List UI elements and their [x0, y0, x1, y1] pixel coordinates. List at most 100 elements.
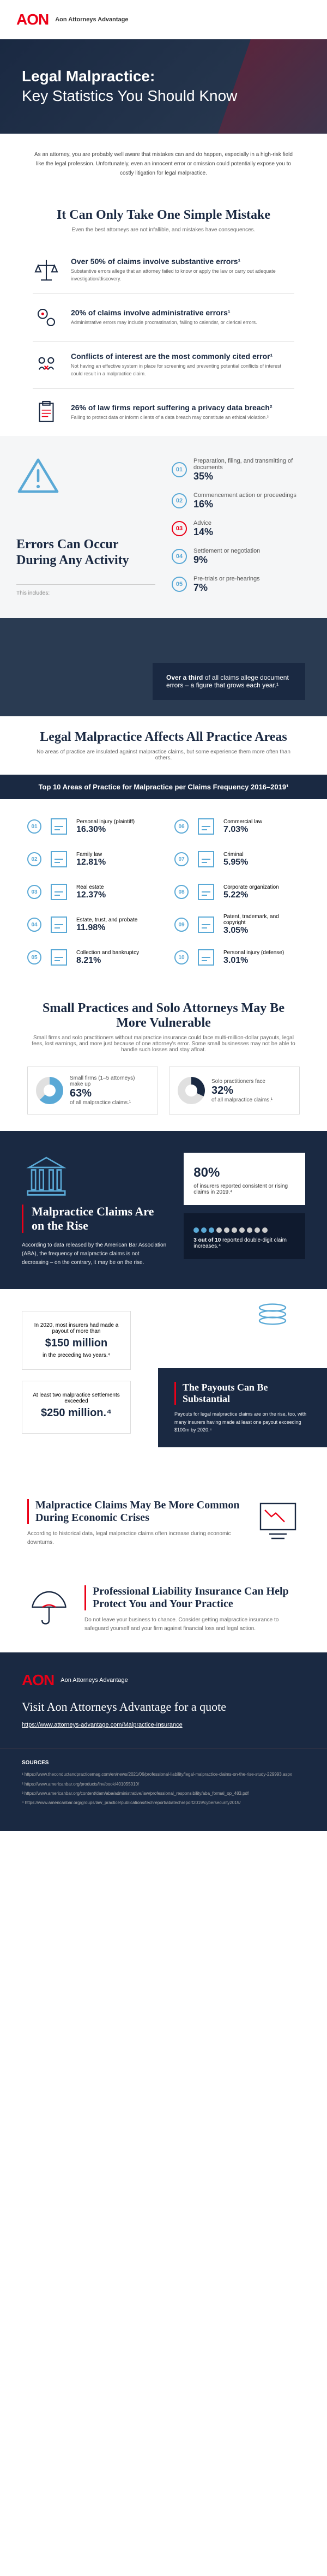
- area-icon: [195, 946, 217, 968]
- source-item: ² https://www.americanbar.org/products/i…: [22, 1781, 305, 1787]
- source-item: ⁴ https://www.americanbar.org/groups/law…: [22, 1800, 305, 1806]
- dot-icon: [216, 1227, 222, 1233]
- area-text: Collection and bankruptcy8.21%: [76, 950, 153, 966]
- area-item: 06 Commercial law7.03%: [174, 816, 300, 837]
- rise-card-3of10: 3 out of 10 reported double-digit claim …: [184, 1213, 305, 1259]
- area-item: 08 Corporate organization5.22%: [174, 881, 300, 903]
- area-item: 02 Family law12.81%: [27, 848, 153, 870]
- payout-section: In 2020, most insurers had made a payout…: [0, 1289, 327, 1480]
- hero: Legal Malpractice:Key Statistics You Sho…: [0, 39, 327, 134]
- areas-sub: No areas of practice are insulated again…: [0, 749, 327, 761]
- area-icon: [195, 881, 217, 903]
- dot-icon: [247, 1227, 252, 1233]
- area-rank: 07: [174, 852, 189, 866]
- error-num: 01: [172, 462, 187, 477]
- small-box: Solo practitioners face32%of all malprac…: [169, 1067, 300, 1115]
- error-num: 02: [172, 493, 187, 508]
- area-item: 04 Estate, trust, and probate11.98%: [27, 914, 153, 936]
- area-rank: 10: [174, 950, 189, 964]
- footer-logo: AON: [22, 1672, 54, 1689]
- umbrella-icon: [27, 1585, 71, 1629]
- payout-card-150m: In 2020, most insurers had made a payout…: [22, 1311, 131, 1370]
- clipboard-icon: [33, 399, 60, 426]
- error-item: 04 Settlement or negotiation9%: [172, 548, 311, 566]
- error-num: 04: [172, 549, 187, 564]
- s1-sub: Even the best attorneys are not infallib…: [0, 227, 327, 233]
- money-stack-icon: [251, 1300, 294, 1333]
- stat-body: Not having an effective system in place …: [71, 363, 294, 378]
- area-text: Patent, trademark, and copyright3.05%: [223, 914, 300, 936]
- gears-icon: [33, 304, 60, 331]
- s1-title: It Can Only Take One Simple Mistake: [0, 208, 327, 223]
- error-num: 03: [172, 521, 187, 536]
- dot-icon: [232, 1227, 237, 1233]
- area-rank: 04: [27, 918, 41, 932]
- stat-head: 26% of law firms report suffering a priv…: [71, 403, 294, 412]
- scales-icon: [33, 256, 60, 284]
- stat-row: Over 50% of claims involve substantive e…: [0, 247, 327, 293]
- rise-section: Malpractice Claims Are on the Rise Accor…: [0, 1131, 327, 1289]
- source-item: ³ https://www.americanbar.org/content/da…: [22, 1790, 305, 1796]
- area-item: 01 Personal injury (plaintiff)16.30%: [27, 816, 153, 837]
- chart-decline-icon: [256, 1499, 300, 1543]
- dot-icon: [193, 1227, 199, 1233]
- dot-icon: [262, 1227, 268, 1233]
- payout-card-250m: At least two malpractice settlements exc…: [22, 1381, 131, 1434]
- area-icon: [48, 946, 70, 968]
- stat-body: Administrative errors may include procra…: [71, 319, 294, 327]
- dot-icon: [239, 1227, 245, 1233]
- dot-icon: [224, 1227, 229, 1233]
- area-rank: 02: [27, 852, 41, 866]
- area-text: Criminal5.95%: [223, 852, 300, 867]
- area-rank: 08: [174, 885, 189, 899]
- stat-row: 26% of law firms report suffering a priv…: [0, 389, 327, 436]
- area-text: Real estate12.37%: [76, 884, 153, 900]
- stat-head: 20% of claims involve administrative err…: [71, 308, 294, 317]
- conflict-icon: [33, 351, 60, 379]
- footer-cta: AON Aon Attorneys Advantage Visit Aon At…: [0, 1652, 327, 1748]
- econ-body-1: According to historical data, legal malp…: [27, 1530, 243, 1547]
- header: AON Aon Attorneys Advantage: [0, 0, 327, 39]
- warning-icon: [16, 458, 60, 496]
- error-item: 05 Pre-trials or pre-hearings7%: [172, 576, 311, 594]
- stat-body: Substantive errors allege that an attorn…: [71, 268, 294, 283]
- errors-title: Errors Can Occur During Any Activity: [16, 537, 155, 568]
- econ-title-2: Professional Liability Insurance Can Hel…: [84, 1585, 300, 1610]
- error-label: Settlement or negotiation9%: [193, 548, 311, 566]
- callout-band: Over a third of all claims allege docume…: [0, 618, 327, 716]
- footer-link[interactable]: https://www.attorneys-advantage.com/Malp…: [22, 1722, 183, 1728]
- footer-logo-sub: Aon Attorneys Advantage: [60, 1677, 128, 1684]
- donut-icon: [178, 1077, 205, 1104]
- hero-title: Legal Malpractice:Key Statistics You Sho…: [22, 67, 305, 106]
- source-item: ¹ https://www.theconductandpracticemag.c…: [22, 1771, 305, 1777]
- error-label: Advice14%: [193, 520, 311, 538]
- area-text: Personal injury (defense)3.01%: [223, 950, 300, 966]
- small-box: Small firms (1–5 attorneys) make up63%of…: [27, 1067, 158, 1115]
- area-icon: [195, 848, 217, 870]
- donut-icon: [36, 1077, 63, 1104]
- area-icon: [195, 914, 217, 936]
- error-label: Commencement action or proceedings16%: [193, 492, 311, 510]
- error-item: 03 Advice14%: [172, 520, 311, 538]
- small-sub: Small firms and solo practitioners witho…: [27, 1035, 300, 1053]
- dot-icon: [255, 1227, 260, 1233]
- econ-title-1: Malpractice Claims May Be More Common Du…: [27, 1499, 243, 1524]
- econ-section-1: Malpractice Claims May Be More Common Du…: [0, 1480, 327, 1566]
- stat-head: Conflicts of interest are the most commo…: [71, 352, 294, 361]
- sources: SOURCES ¹ https://www.theconductandpract…: [0, 1748, 327, 1831]
- logo: AON: [16, 11, 49, 28]
- small-title: Small Practices and Solo Attorneys May B…: [27, 1001, 300, 1031]
- rise-body: According to data released by the Americ…: [22, 1241, 167, 1267]
- courthouse-icon: [22, 1153, 71, 1202]
- area-item: 09 Patent, trademark, and copyright3.05%: [174, 914, 300, 936]
- area-icon: [48, 881, 70, 903]
- error-item: 01 Preparation, filing, and transmitting…: [172, 458, 311, 482]
- error-label: Preparation, filing, and transmitting of…: [193, 458, 311, 482]
- area-item: 07 Criminal5.95%: [174, 848, 300, 870]
- small-section: Small Practices and Solo Attorneys May B…: [0, 985, 327, 1131]
- area-icon: [195, 816, 217, 837]
- area-item: 10 Personal injury (defense)3.01%: [174, 946, 300, 968]
- rise-card-80: 80% of insurers reported consistent or r…: [184, 1153, 305, 1205]
- intro-text: As an attorney, you are probably well aw…: [0, 134, 327, 194]
- area-rank: 05: [27, 950, 41, 964]
